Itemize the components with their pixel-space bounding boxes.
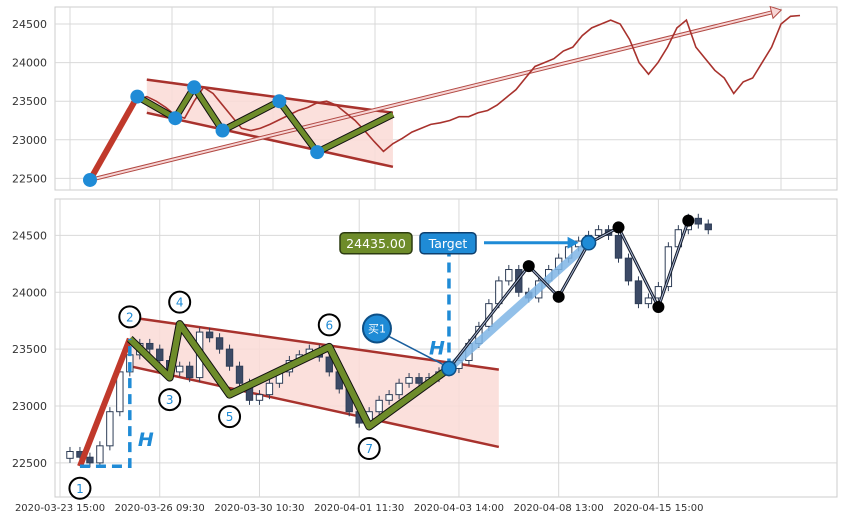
black-pivot-point [522, 260, 535, 273]
candle-body [66, 451, 74, 459]
candle-body [96, 445, 104, 464]
top-pivot-point [215, 123, 230, 138]
value-box [339, 232, 413, 255]
pivot-number-circle [218, 405, 242, 429]
top-channel-lower [146, 111, 394, 169]
black-pivot-point [652, 301, 665, 314]
candle-body [255, 394, 264, 401]
target-point [580, 235, 597, 251]
candle-body [385, 394, 393, 401]
top-y-tick-label: 22500 [12, 172, 47, 185]
buy-point [441, 360, 457, 377]
candle-body [225, 348, 234, 367]
bottom-zigzag [127, 321, 451, 430]
top-y-tick-label: 23500 [12, 95, 47, 108]
candle-body [375, 399, 383, 413]
candle-body [704, 223, 712, 231]
bottom-channel-fill [129, 317, 499, 447]
pivot-number-circle [317, 313, 341, 337]
pivot-number-label: 5 [226, 410, 234, 424]
top-trend-arrow [89, 11, 772, 181]
candle-body [405, 377, 413, 384]
candle-body [654, 286, 663, 299]
target-box-label: Target [428, 236, 468, 251]
bottom-first-leg [77, 337, 133, 468]
pivot-number-circle [68, 476, 92, 500]
target-box [419, 232, 477, 255]
bottom-channel-lower [129, 364, 500, 449]
x-tick-label: 2020-04-15 15:00 [613, 503, 703, 514]
candle-body [325, 356, 333, 373]
x-tick-label: 2020-03-23 15:00 [15, 503, 105, 514]
top-pivot-point [272, 94, 287, 109]
candle-body [146, 342, 154, 350]
x-tick-label: 2020-03-26 09:30 [115, 503, 205, 514]
x-tick-label: 2020-03-30 10:30 [214, 503, 304, 514]
top-pivot-point [83, 172, 97, 187]
candle-body [634, 280, 643, 305]
top-panel: 22500 23000 23500 24000 24500 [12, 5, 838, 191]
black-pivot-point [552, 290, 565, 303]
top-y-tick-label: 24000 [12, 57, 47, 70]
top-pivot-point [187, 80, 202, 95]
value-box-label: 24435.00 [346, 236, 406, 251]
bottom-y-tick-label: 23000 [12, 400, 47, 413]
bottom-y-tick-label: 24500 [12, 229, 47, 242]
bottom-y-tick-label: 23500 [12, 343, 47, 356]
candle-body [624, 257, 633, 282]
candle-body [644, 297, 653, 305]
bottom-y-tick-label: 24000 [12, 286, 47, 299]
target-arrowhead [567, 236, 579, 249]
candle-body [265, 382, 274, 396]
measure-label-left: H [138, 429, 154, 451]
pivot-number-circle [168, 290, 192, 314]
candle-body [594, 229, 603, 236]
top-y-tick-label: 23000 [12, 134, 47, 147]
candle-body [185, 365, 194, 379]
x-tick-label: 2020-04-01 11:30 [314, 503, 404, 514]
buy-marker-pointer [388, 335, 444, 366]
pivot-number-label: 1 [76, 482, 84, 496]
pivot-number-label: 2 [126, 310, 134, 324]
buy-marker-label: 买1 [368, 322, 386, 335]
candle-body [235, 365, 244, 384]
candle-body [395, 382, 403, 396]
candle-body [86, 456, 94, 464]
x-tick-label: 2020-04-03 14:00 [414, 503, 504, 514]
candle-body [215, 337, 224, 350]
pivot-number-label: 3 [166, 393, 174, 407]
black-pivot-point [612, 221, 625, 234]
candle-body [205, 331, 214, 339]
buy-marker [361, 313, 392, 344]
pivot-number-circle [118, 305, 142, 329]
pivot-number-label: 7 [365, 442, 373, 456]
candle-body [415, 377, 423, 384]
top-pivot-point [310, 145, 325, 160]
candle-body [106, 411, 114, 447]
pivot-number-circle [357, 436, 381, 460]
measure-label-right: H [429, 337, 445, 359]
upswing-highlight [446, 240, 592, 372]
top-price-line [89, 14, 801, 181]
candle-body [505, 269, 513, 282]
top-trend-arrowhead [769, 5, 783, 20]
top-pivot-point [130, 89, 145, 104]
pivot-number-label: 4 [176, 296, 184, 310]
pivot-number-label: 6 [325, 318, 333, 332]
candle-body [175, 365, 184, 373]
top-pivot-point [168, 111, 183, 126]
candle-body [156, 348, 164, 362]
left-measure-dashed [79, 338, 132, 469]
top-first-leg [87, 95, 140, 182]
pivot-number-circle [158, 388, 182, 412]
black-pivot-point [682, 214, 695, 227]
x-tick-label: 2020-04-08 13:00 [514, 503, 604, 514]
candle-body [694, 217, 702, 225]
bottom-y-tick-label: 22500 [12, 457, 47, 470]
bottom-panel: 22500 23000 23500 24000 24500 2020-03-23 15:0… [12, 198, 838, 514]
candle-body [614, 234, 623, 259]
top-y-tick-label: 24500 [12, 18, 47, 31]
